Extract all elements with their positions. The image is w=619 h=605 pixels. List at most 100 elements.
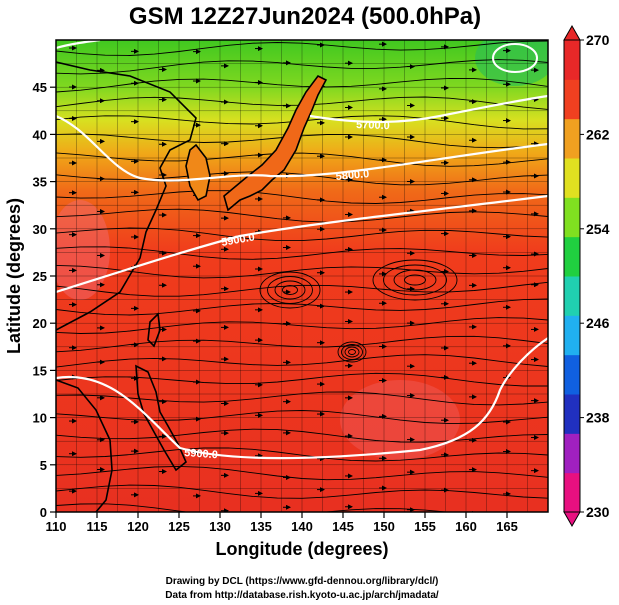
x-axis-title: Longitude (degrees) — [215, 539, 388, 559]
colorbar-segment — [564, 354, 580, 395]
colorbar-segment — [564, 472, 580, 513]
vortex-ring — [267, 276, 313, 304]
x-tick-label: 115 — [87, 519, 108, 534]
streamline — [56, 246, 548, 260]
y-tick-label: 10 — [33, 411, 47, 426]
contour-label-5700: 5700.0 — [356, 119, 390, 132]
warm-patch-west — [56, 200, 110, 300]
colorbar-segment — [564, 158, 580, 198]
streamline — [56, 264, 548, 279]
x-tick-label: 125 — [168, 519, 190, 534]
streamline — [56, 171, 548, 186]
colorbar-segment — [564, 79, 580, 120]
x-tick-label: 160 — [455, 519, 477, 534]
vortex-ring — [383, 264, 447, 296]
x-tick-label: 155 — [414, 519, 436, 534]
x-tick-label: 165 — [496, 519, 518, 534]
streamline — [56, 428, 548, 443]
colorbar-segment — [564, 197, 580, 238]
colorbar-segment — [564, 394, 580, 434]
streamline — [56, 391, 548, 406]
streamline — [56, 465, 548, 481]
y-tick-label: 20 — [33, 316, 47, 331]
colorbar-segments — [563, 24, 581, 528]
vortex-ring — [259, 271, 321, 309]
x-tick-label: 120 — [127, 519, 149, 534]
contour-5900-south — [56, 337, 548, 460]
colorbar-segment — [564, 236, 580, 277]
coastline-china — [56, 61, 197, 331]
cold-core-north-east — [475, 40, 548, 86]
vortex-ring — [337, 341, 367, 363]
colorbar-tick-label: 230 — [586, 504, 610, 520]
colorbar-tick-label: 238 — [586, 410, 610, 426]
vortex-ring — [348, 349, 356, 355]
y-tick-label: 25 — [33, 269, 47, 284]
x-tick-label: 150 — [373, 519, 395, 534]
colorbar-segment — [564, 433, 580, 474]
map-area: 5900.0 5900.0 5800.0 5700.0 — [56, 40, 548, 512]
contour-5900-north — [56, 194, 548, 294]
x-axis: 110 115 120 125 130 135 140 145 150 155 160 165 — [46, 512, 518, 534]
contour-low-center — [492, 43, 538, 73]
colorbar-ticks: 270 262 254 246 238 230 — [580, 32, 610, 520]
streamline — [56, 503, 452, 512]
x-tick-label: 135 — [250, 519, 272, 534]
contour-5800 — [56, 114, 548, 182]
colorbar-segment — [564, 118, 580, 159]
vortex-ring — [404, 274, 426, 286]
coastline-indochina — [56, 379, 113, 512]
streamline — [56, 281, 548, 297]
credit-line-2: Data from http://database.rish.kyoto-u.a… — [165, 590, 439, 601]
credit-line-1: Drawing by DCL (https://www.gfd-dennou.o… — [166, 576, 439, 587]
x-tick-label: 110 — [46, 519, 67, 534]
y-tick-label: 40 — [33, 127, 47, 142]
contour-label-5900-north: 5900.0 — [220, 231, 255, 249]
y-tick-label: 45 — [33, 80, 47, 95]
streamline — [56, 484, 548, 499]
colorbar-segment — [564, 276, 580, 316]
x-tick-label: 130 — [209, 519, 231, 534]
y-tick-label: 35 — [33, 175, 47, 190]
colorbar: 270 262 254 246 238 230 — [563, 24, 610, 528]
vortex-ring — [282, 285, 298, 295]
streamline — [56, 298, 548, 316]
streamline — [56, 317, 548, 334]
vortex-ring — [274, 280, 306, 300]
y-tick-label: 0 — [40, 505, 47, 520]
colorbar-segment — [564, 315, 580, 356]
colorbar-tick-label: 262 — [586, 126, 610, 142]
colorbar-tick-label: 254 — [586, 221, 610, 237]
y-tick-label: 5 — [40, 458, 47, 473]
coastline-taiwan — [147, 312, 161, 348]
x-tick-label: 145 — [332, 519, 354, 534]
streamline — [56, 354, 548, 368]
contour-5700 — [309, 94, 548, 124]
colorbar-top-arrow — [563, 24, 581, 41]
y-axis: 0 5 10 15 20 25 30 35 40 45 — [33, 80, 56, 520]
colorbar-tick-label: 246 — [586, 315, 610, 331]
streamline — [56, 190, 548, 204]
vortex-ring — [341, 344, 363, 360]
colorbar-segment — [564, 40, 580, 80]
contour-label-5800: 5800.0 — [335, 168, 370, 183]
vortex-ring — [344, 346, 360, 358]
y-tick-label: 15 — [33, 363, 47, 378]
map-title: GSM 12Z27Jun2024 (500.0hPa) — [129, 3, 481, 30]
y-axis-title: Latitude (degrees) — [4, 198, 24, 354]
vortex-ring — [372, 259, 458, 301]
wind-streamlines — [56, 40, 548, 512]
streamline — [56, 59, 548, 75]
y-tick-label: 30 — [33, 222, 47, 237]
colorbar-tick-label: 270 — [586, 32, 610, 48]
x-tick-label: 140 — [291, 519, 313, 534]
coastline-korea — [185, 143, 211, 202]
colorbar-frame — [563, 39, 581, 513]
colorbar-bottom-arrow — [563, 511, 581, 528]
streamline — [56, 447, 548, 462]
contour-label-5900-south: 5900.0 — [184, 447, 218, 461]
streamline — [56, 40, 548, 56]
streamline — [56, 227, 548, 242]
streamline — [56, 208, 548, 223]
